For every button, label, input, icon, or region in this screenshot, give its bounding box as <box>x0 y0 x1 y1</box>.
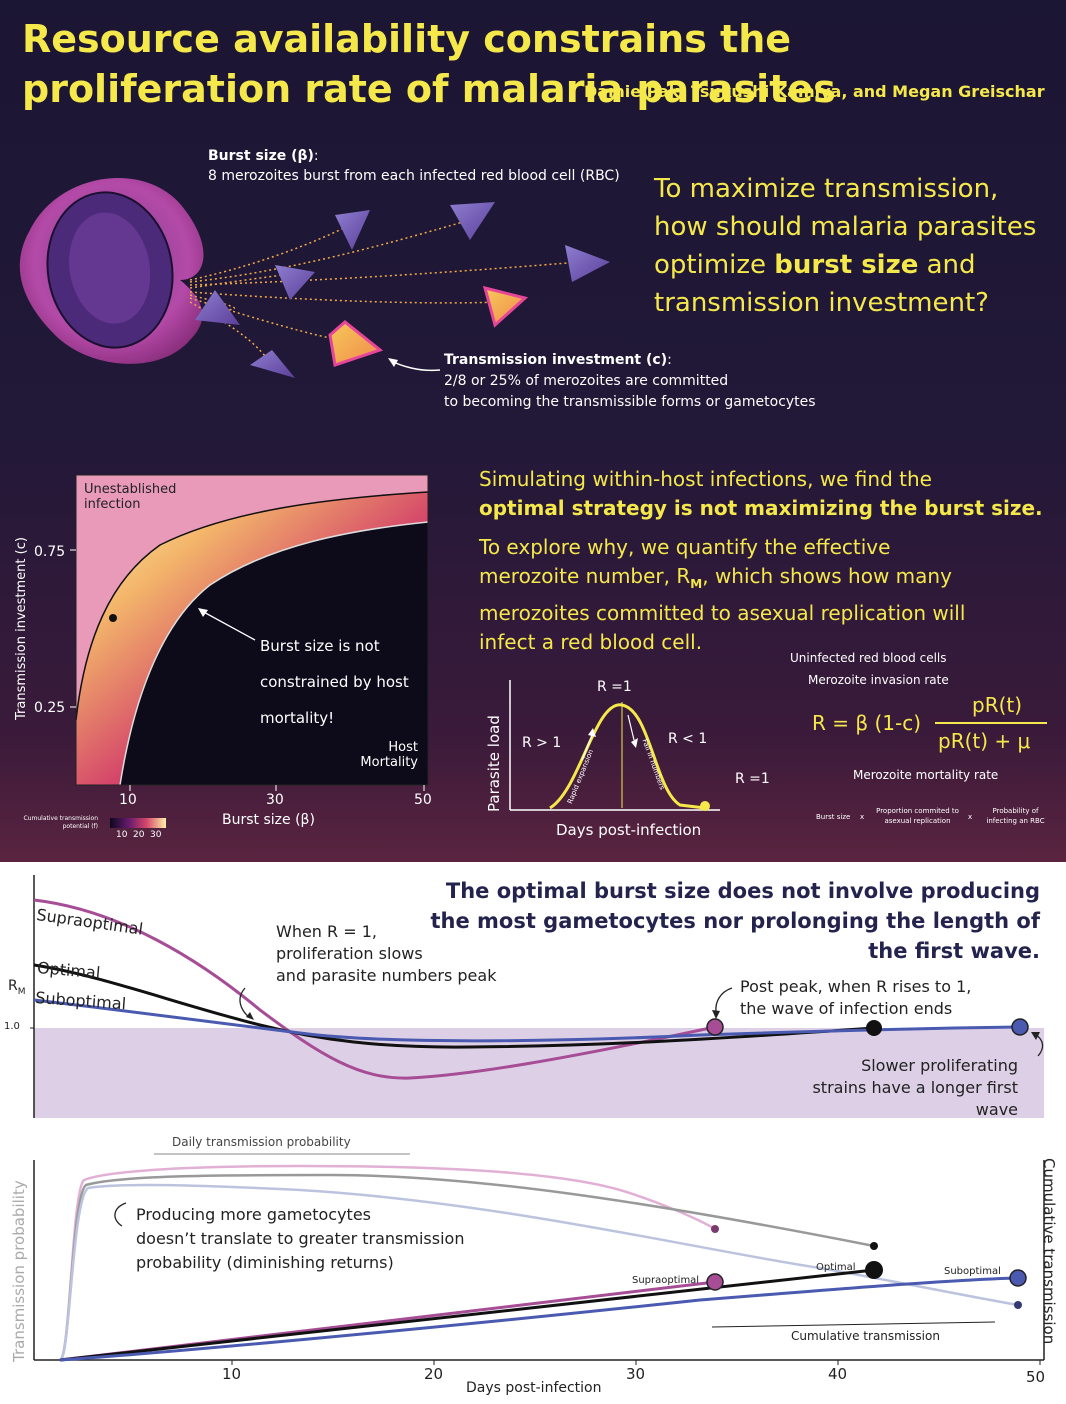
merozoite <box>195 290 240 325</box>
page-title: Resource availability constrains the pro… <box>22 17 836 111</box>
rm-one-tick: 1.0 <box>4 1021 20 1032</box>
legend-label: Cumulative transmission potential (f) <box>23 815 98 830</box>
burst-heading: Burst size (β): <box>208 148 319 164</box>
xtick-10: 10 <box>119 792 137 808</box>
transmission-line2: to becoming the transmissible forms or g… <box>444 394 816 410</box>
rbc-illustration <box>19 177 610 378</box>
authors: Damie Pak, Tsukushi Kamiya, and Megan Gr… <box>584 82 1045 101</box>
cumulative-label: Cumulative transmission <box>791 1329 940 1343</box>
merozoite <box>450 202 495 240</box>
question: To maximize transmission, how should mal… <box>654 174 1037 318</box>
optimal-cum-label: Optimal <box>816 1262 856 1273</box>
rm-lt: R < 1 <box>668 731 708 747</box>
eq-times: x <box>860 813 865 821</box>
eq-fraction-bar <box>935 722 1047 724</box>
note-slower: Slower proliferating strains have a long… <box>812 1056 1018 1119</box>
merozoite <box>250 350 295 378</box>
xtick-50: 50 <box>414 792 432 808</box>
gametocyte <box>328 320 384 367</box>
unestablished-label: Unestablished infection <box>84 482 177 512</box>
eq-mortality: Merozoite mortality rate <box>853 768 999 782</box>
transmission-line1: 2/8 or 25% of merozoites are committed <box>444 373 729 389</box>
rm-ylabel: Parasite load <box>485 715 503 812</box>
supraoptimal-cum-label: Supraoptimal <box>632 1275 700 1286</box>
cumulative-axis: Cumulative transmission <box>1040 1158 1058 1345</box>
supraoptimal-rm <box>33 898 716 1080</box>
legend-tick: 30 <box>150 830 162 840</box>
cum-sub <box>59 1276 1019 1362</box>
merozoite <box>275 265 315 300</box>
eq-denominator: pR(t) + μ <box>938 729 1031 753</box>
xtick: 30 <box>626 1365 646 1383</box>
note-post-peak: Post peak, when R rises to 1, the wave o… <box>740 977 972 1018</box>
eq-lhs: R = β (1-c) <box>812 711 922 735</box>
eq-probability: Probability of infecting an RBC <box>986 807 1045 825</box>
bottom-xlabel: Days post-infection <box>466 1380 602 1396</box>
heatmap-note-3: mortality! <box>260 709 335 727</box>
heatmap-ylabel: Transmission investment (c) <box>14 537 29 720</box>
merozoite <box>565 245 610 282</box>
cum-opt <box>59 1268 875 1362</box>
ytick-075: 0.75 <box>34 544 66 560</box>
transmission-probability-axis: Transmission probability <box>10 1180 28 1362</box>
rm-xlabel: Days post-infection <box>556 821 702 839</box>
host-mortality-label: Host Mortality <box>360 740 418 770</box>
heatmap <box>70 474 429 828</box>
bottom-title: The optimal burst size does not involve … <box>430 879 1040 963</box>
diminishing-note: Producing more gametocytes doesn’t trans… <box>136 1205 465 1272</box>
bottom-chart <box>30 875 1045 1365</box>
heatmap-note-1: Burst size is not <box>260 637 380 655</box>
xtick: 10 <box>222 1365 242 1383</box>
rm-peak: R =1 <box>597 679 632 695</box>
note-peak: When R = 1, proliferation slows and para… <box>276 922 497 985</box>
rm-diagram <box>509 680 720 811</box>
merozoite <box>335 210 370 250</box>
xtick-30: 30 <box>266 792 284 808</box>
legend-tick: 10 <box>116 830 128 840</box>
suboptimal-rm <box>33 998 1021 1043</box>
legend-tick: 20 <box>133 830 145 840</box>
daily-label: Daily transmission probability <box>172 1135 351 1149</box>
rm-end: R =1 <box>735 771 770 787</box>
eq-burst-size: Burst size <box>816 813 851 821</box>
heatmap-note-2: constrained by host <box>260 673 409 691</box>
xtick: 40 <box>828 1365 848 1383</box>
suboptimal-cum-label: Suboptimal <box>944 1266 1001 1277</box>
gametocyte <box>482 285 529 328</box>
simulation-text: Simulating within-host infections, we fi… <box>479 467 1043 654</box>
heatmap-xlabel: Burst size (β) <box>222 812 315 828</box>
xtick: 50 <box>1026 1368 1046 1386</box>
ytick-025: 0.25 <box>34 700 66 716</box>
eq-invasion: Merozoite invasion rate <box>808 673 949 687</box>
eq-uninfected: Uninfected red blood cells <box>790 651 947 665</box>
eq-numerator: pR(t) <box>972 693 1023 717</box>
rm-gt: R > 1 <box>522 735 562 751</box>
rm-axis-label: RM <box>8 978 26 997</box>
transmission-heading: Transmission investment (c): <box>444 352 672 368</box>
optimal-rm <box>33 963 875 1049</box>
eq-proportion: Proportion commited to asexual replicati… <box>876 807 959 825</box>
xtick: 20 <box>424 1365 444 1383</box>
burst-text: 8 merozoites burst from each infected re… <box>208 168 620 184</box>
eq-times: x <box>968 813 973 821</box>
